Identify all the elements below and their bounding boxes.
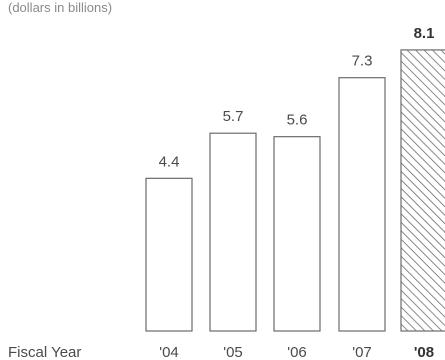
- bar-0: [145, 177, 193, 332]
- bar-2: [273, 136, 321, 332]
- x-axis-title: Fiscal Year: [8, 344, 81, 360]
- chart-subtitle: (dollars in billions): [8, 0, 112, 15]
- bar-3: [338, 77, 386, 332]
- bar-value-label: 5.7: [223, 108, 244, 125]
- bar-value-label: 8.1: [414, 25, 435, 42]
- bar-value-label: 7.3: [352, 53, 373, 70]
- value-labels-layer: 4.4 5.7 5.6 7.3 8.1: [159, 25, 435, 170]
- bar-1: [209, 132, 257, 332]
- tick-labels-layer: '04 '05 '06 '07 '08: [159, 344, 434, 360]
- bar-value-label: 4.4: [159, 153, 180, 170]
- x-tick-label: '08: [414, 344, 434, 360]
- bar-4: [400, 49, 445, 332]
- x-tick-label: '05: [223, 344, 243, 360]
- x-tick-label: '04: [159, 344, 179, 360]
- bar-value-label: 5.6: [287, 112, 308, 129]
- x-tick-label: '06: [287, 344, 307, 360]
- bars-layer: [145, 49, 445, 332]
- x-tick-label: '07: [352, 344, 372, 360]
